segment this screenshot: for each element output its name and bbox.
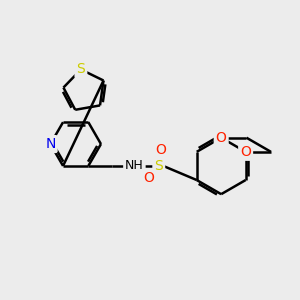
Text: O: O [216, 131, 226, 145]
Text: N: N [45, 137, 56, 151]
Text: O: O [240, 145, 251, 159]
Text: S: S [154, 159, 163, 173]
Text: O: O [155, 143, 166, 158]
Text: NH: NH [125, 159, 144, 172]
Text: S: S [76, 62, 85, 76]
Text: O: O [143, 171, 154, 185]
